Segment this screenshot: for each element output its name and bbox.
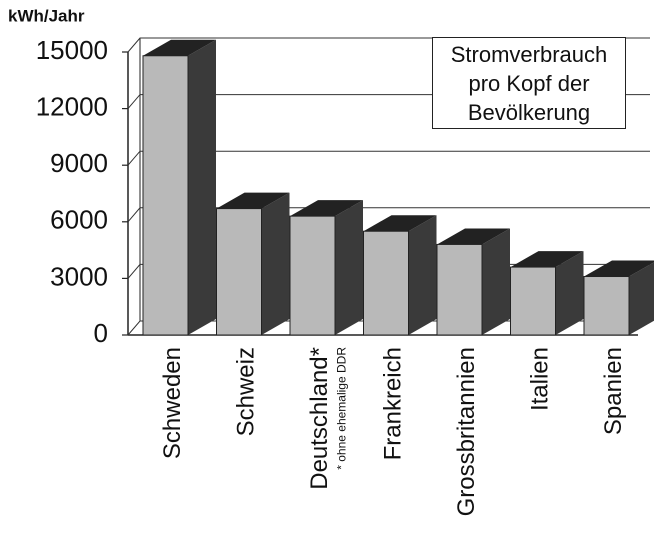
y-tick-label: 12000 <box>36 91 108 121</box>
y-axis-label: kWh/Jahr <box>8 6 85 25</box>
x-tick-label: Deutschland* <box>306 347 333 490</box>
chart-title: Stromverbrauch pro Kopf der Bevölkerung <box>432 37 626 129</box>
grid-line <box>127 150 650 166</box>
bar-side <box>408 215 437 335</box>
bar-top <box>216 192 290 209</box>
bar <box>216 208 262 336</box>
bar-side <box>629 262 654 335</box>
bar-side <box>188 39 216 335</box>
bar <box>363 230 409 336</box>
x-tick-label: Schweden <box>159 347 186 459</box>
bar-top <box>363 215 437 232</box>
bar-side <box>555 251 584 335</box>
bar-top <box>290 200 363 217</box>
bar <box>289 215 336 336</box>
grid-line <box>127 207 650 223</box>
bar <box>436 243 483 336</box>
bar-top <box>510 251 584 268</box>
bar-top <box>584 260 654 277</box>
y-tick-label: 3000 <box>50 261 108 291</box>
x-tick-label: Grossbritannien <box>453 347 480 516</box>
x-tick-label: Frankreich <box>379 347 406 460</box>
y-tick-label: 6000 <box>50 205 108 235</box>
annotation: * ohne ehemalige DDR <box>335 347 349 470</box>
bar-side <box>335 200 363 335</box>
bar-side <box>261 192 290 335</box>
bar <box>583 276 630 336</box>
bar <box>510 266 556 336</box>
x-tick-label: Schweiz <box>232 347 259 436</box>
y-tick-label: 15000 <box>36 35 108 65</box>
x-tick-label: Spanien <box>600 347 627 435</box>
bar <box>142 55 189 336</box>
bar-top <box>143 39 216 56</box>
y-tick-label: 9000 <box>50 148 108 178</box>
x-tick-label: Italien <box>526 347 553 411</box>
bar-side <box>482 228 510 335</box>
y-tick-label: 0 <box>94 318 108 348</box>
bar-top <box>437 228 510 245</box>
